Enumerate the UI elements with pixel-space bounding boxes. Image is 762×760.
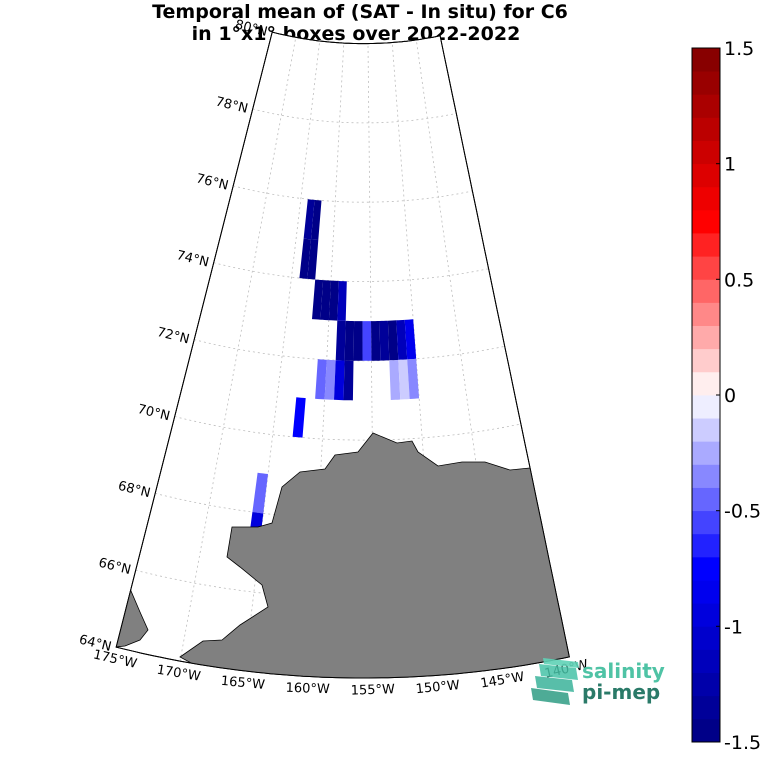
data-cell <box>299 238 311 279</box>
colorbar-segment <box>692 256 720 280</box>
colorbar-segment <box>692 302 720 326</box>
data-cell <box>311 199 322 240</box>
latitude-label: 68°N <box>116 479 151 501</box>
data-cell <box>379 320 390 361</box>
data-cells <box>247 199 420 553</box>
colorbar-segment <box>692 603 720 627</box>
longitude-label: 145°W <box>479 670 525 692</box>
data-cell <box>396 319 408 360</box>
data-cell <box>343 360 354 401</box>
latitude-label: 78°N <box>214 94 249 116</box>
latitude-label: 76°N <box>194 171 229 193</box>
colorbar-segment <box>692 695 720 720</box>
graticule-parallel <box>233 185 473 203</box>
data-cell <box>312 279 324 320</box>
longitude-label: 160°W <box>285 681 330 697</box>
data-cell <box>353 321 363 361</box>
colorbar-segment <box>692 279 720 303</box>
data-cell <box>387 320 399 361</box>
data-cell <box>371 321 381 361</box>
latitude-label: 66°N <box>97 556 132 578</box>
logo: salinity pi-mep <box>531 658 665 705</box>
data-cell <box>307 239 319 280</box>
colorbar-segment <box>692 117 720 141</box>
map-title: Temporal mean of (SAT - In situ) for C6 … <box>152 1 568 45</box>
colorbar-segment <box>692 186 720 211</box>
colorbar-segment <box>692 626 720 650</box>
data-cell <box>335 320 346 361</box>
colorbar-segment <box>692 48 720 72</box>
graticule-parallel <box>213 262 489 282</box>
logo-mark-icon <box>531 658 579 705</box>
colorbar-segment <box>692 209 720 234</box>
colorbar-tick-label: -1 <box>724 616 743 638</box>
colorbar-segment <box>692 464 720 488</box>
colorbar-segment <box>692 418 720 442</box>
colorbar-segment <box>692 348 720 373</box>
colorbar-tick-label: -1.5 <box>724 732 761 754</box>
logo-line-2: pi-mep <box>582 680 660 704</box>
data-cell <box>404 319 417 360</box>
colorbar-segment <box>692 556 720 581</box>
colorbar-segment <box>692 649 720 673</box>
colorbar-segment <box>692 510 720 535</box>
data-cell <box>315 359 327 400</box>
colorbar-segment <box>692 371 720 396</box>
latitude-label: 72°N <box>155 325 190 347</box>
data-cell <box>344 320 355 361</box>
data-cell <box>303 199 315 240</box>
colorbar-tick-label: -0.5 <box>724 501 761 523</box>
longitude-label: 165°W <box>220 674 266 693</box>
colorbar-segment <box>692 487 720 512</box>
data-cell <box>292 397 306 438</box>
data-cell <box>324 359 336 400</box>
data-cell <box>252 472 268 514</box>
colorbar-segment <box>692 441 720 465</box>
data-cell <box>398 359 410 400</box>
colorbar-segment <box>692 163 720 188</box>
graticule-meridian <box>179 37 297 662</box>
colorbar-segment <box>692 395 720 419</box>
graticule-parallel <box>174 416 521 441</box>
chukotka-landmass <box>116 555 149 679</box>
data-cell <box>337 281 347 321</box>
colorbar-segment <box>692 718 720 743</box>
latitude-label: 70°N <box>136 402 171 424</box>
colorbar-segment <box>692 672 720 697</box>
title-line-1: Temporal mean of (SAT - In situ) for C6 <box>152 1 568 23</box>
colorbar <box>691 47 721 743</box>
map-border <box>115 31 570 679</box>
data-cell <box>407 358 420 399</box>
data-cell <box>362 321 372 361</box>
data-cell <box>389 359 401 400</box>
data-cell <box>320 280 331 321</box>
longitude-label: 155°W <box>350 682 395 698</box>
colorbar-segment <box>692 140 720 165</box>
longitude-label: 150°W <box>415 678 461 697</box>
longitude-label: 170°W <box>156 663 202 685</box>
colorbar-segment <box>692 533 720 558</box>
colorbar-segment <box>692 233 720 257</box>
colorbar-segment <box>692 94 720 118</box>
latitude-label: 74°N <box>175 248 210 270</box>
colorbar-tick-label: 1.5 <box>724 38 754 60</box>
data-cell <box>334 360 345 401</box>
data-cell <box>328 280 339 321</box>
logo-line-1: salinity <box>582 659 665 683</box>
colorbar-tick-label: 0 <box>724 385 736 407</box>
colorbar-segment <box>692 325 720 350</box>
colorbar-tick-label: 0.5 <box>724 269 754 291</box>
colorbar-labels: 1.5 1 0.5 0 -0.5 -1 -1.5 <box>716 38 761 754</box>
colorbar-segment <box>692 580 720 604</box>
graticule-parallel <box>252 108 457 124</box>
colorbar-tick-label: 1 <box>724 154 736 176</box>
colorbar-segment <box>692 71 720 95</box>
